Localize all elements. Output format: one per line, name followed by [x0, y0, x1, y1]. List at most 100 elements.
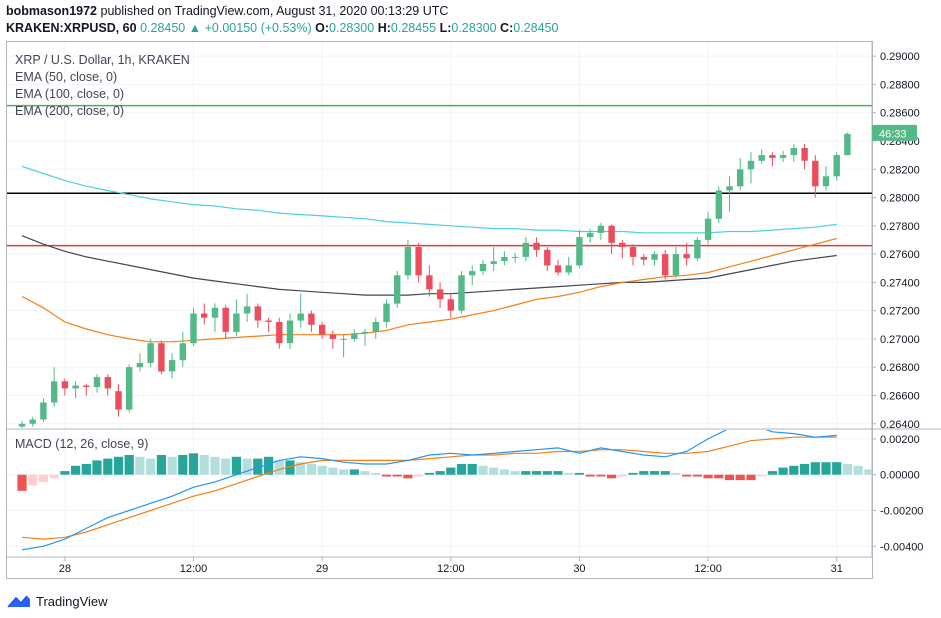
macd-histogram-bar[interactable]: [456, 464, 467, 475]
candle-body[interactable]: [479, 264, 487, 272]
candle-body[interactable]: [404, 247, 412, 276]
candle-body[interactable]: [115, 391, 122, 410]
candle-body[interactable]: [233, 313, 240, 332]
macd-histogram-bar[interactable]: [60, 471, 70, 475]
macd-histogram-bar[interactable]: [864, 469, 873, 475]
macd-histogram-bar[interactable]: [274, 460, 284, 475]
candle-body[interactable]: [619, 242, 626, 247]
macd-histogram-bar[interactable]: [328, 467, 338, 475]
candle-body[interactable]: [40, 402, 47, 420]
ema50-line[interactable]: [21, 237, 837, 343]
candle-body[interactable]: [715, 190, 722, 219]
candle-body[interactable]: [93, 377, 101, 387]
macd-histogram-bar[interactable]: [414, 474, 424, 477]
candle-body[interactable]: [340, 338, 347, 340]
macd-histogram-bar[interactable]: [17, 474, 27, 491]
candle-body[interactable]: [672, 254, 680, 276]
macd-histogram-bar[interactable]: [617, 474, 627, 477]
candle-body[interactable]: [29, 419, 36, 424]
candle-body[interactable]: [201, 313, 208, 318]
macd-histogram-bar[interactable]: [135, 456, 145, 475]
candle-body[interactable]: [394, 275, 401, 304]
macd-histogram-bar[interactable]: [317, 465, 327, 475]
macd-histogram-bar[interactable]: [231, 456, 241, 475]
macd-histogram-bar[interactable]: [767, 471, 777, 475]
macd-histogram-bar[interactable]: [800, 464, 810, 475]
author-name[interactable]: bobmason1972: [6, 4, 98, 18]
candle-body[interactable]: [415, 247, 422, 276]
candle-body[interactable]: [136, 363, 144, 368]
candle-body[interactable]: [351, 333, 358, 339]
macd-histogram-bar[interactable]: [92, 460, 102, 475]
macd-histogram-bar[interactable]: [510, 471, 520, 475]
candle-body[interactable]: [812, 160, 819, 187]
macd-histogram-bar[interactable]: [639, 471, 649, 475]
macd-histogram-bar[interactable]: [714, 474, 724, 479]
candle-body[interactable]: [704, 218, 712, 240]
macd-histogram-bar[interactable]: [660, 471, 670, 475]
macd-histogram-bar[interactable]: [199, 455, 209, 475]
macd-histogram-bar[interactable]: [682, 474, 692, 477]
candle-body[interactable]: [587, 232, 594, 238]
macd-histogram-bar[interactable]: [789, 465, 799, 475]
macd-histogram-bar[interactable]: [188, 453, 199, 475]
candle-body[interactable]: [286, 320, 294, 344]
tradingview-logo[interactable]: TradingView: [6, 591, 108, 611]
macd-histogram-bar[interactable]: [403, 474, 413, 479]
macd-histogram-bar[interactable]: [649, 471, 660, 475]
macd-histogram-bar[interactable]: [349, 469, 359, 475]
candle-body[interactable]: [447, 299, 454, 311]
macd-histogram-bar[interactable]: [585, 474, 595, 477]
candle-body[interactable]: [319, 324, 326, 335]
macd-histogram-bar[interactable]: [167, 456, 177, 475]
macd-histogram-bar[interactable]: [607, 474, 617, 479]
macd-histogram-bar[interactable]: [489, 467, 499, 475]
candle-body[interactable]: [533, 242, 540, 250]
candle-body[interactable]: [104, 377, 111, 389]
macd-histogram-bar[interactable]: [296, 462, 306, 475]
macd-histogram-bar[interactable]: [778, 467, 788, 475]
candle-body[interactable]: [726, 186, 733, 191]
macd-histogram-bar[interactable]: [381, 474, 392, 477]
candle-body[interactable]: [662, 254, 669, 276]
candle-body[interactable]: [522, 242, 529, 257]
candle-body[interactable]: [243, 306, 251, 314]
macd-signal-line[interactable]: [21, 436, 837, 540]
candle-body[interactable]: [18, 423, 26, 427]
candle-body[interactable]: [436, 289, 444, 300]
candle-body[interactable]: [790, 148, 797, 156]
legend-ema200[interactable]: EMA (200, close, 0): [15, 104, 125, 118]
candle-body[interactable]: [72, 385, 79, 389]
macd-histogram-bar[interactable]: [221, 458, 231, 475]
macd-histogram-bar[interactable]: [253, 458, 263, 475]
macd-histogram-bar[interactable]: [671, 472, 681, 475]
candle-body[interactable]: [469, 271, 476, 276]
candle-body[interactable]: [565, 265, 572, 273]
candle-body[interactable]: [769, 155, 776, 158]
candle-body[interactable]: [83, 385, 90, 387]
macd-histogram-bar[interactable]: [853, 465, 863, 475]
macd-line[interactable]: [21, 425, 837, 551]
macd-histogram-bar[interactable]: [467, 464, 477, 475]
macd-histogram-bar[interactable]: [810, 462, 820, 475]
candle-body[interactable]: [640, 256, 647, 260]
candle-body[interactable]: [329, 334, 337, 339]
macd-histogram-bar[interactable]: [564, 472, 574, 475]
macd-histogram-bar[interactable]: [124, 455, 134, 475]
candle-body[interactable]: [147, 343, 154, 363]
macd-histogram-bar[interactable]: [757, 474, 767, 477]
candle-body[interactable]: [597, 225, 605, 233]
macd-histogram-bar[interactable]: [692, 474, 702, 477]
candle-body[interactable]: [608, 225, 615, 243]
macd-histogram-bar[interactable]: [285, 460, 295, 475]
macd-histogram-bar[interactable]: [532, 471, 542, 475]
macd-histogram-bar[interactable]: [821, 462, 831, 475]
macd-histogram-bar[interactable]: [71, 465, 81, 475]
macd-histogram-bar[interactable]: [574, 472, 584, 475]
macd-histogram-bar[interactable]: [724, 474, 735, 481]
candle-body[interactable]: [683, 254, 690, 259]
candle-body[interactable]: [501, 256, 508, 262]
candle-body[interactable]: [822, 176, 830, 187]
candle-body[interactable]: [490, 261, 497, 264]
